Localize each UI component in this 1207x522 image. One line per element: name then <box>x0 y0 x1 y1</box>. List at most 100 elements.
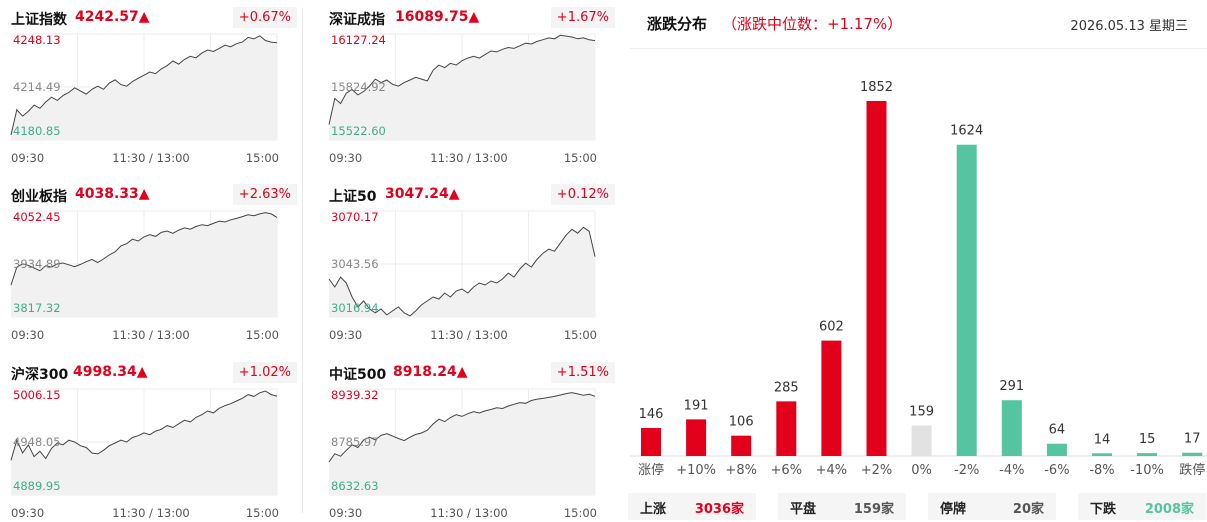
index-header: 中证500 8918.24▲ +1.51% <box>329 362 615 384</box>
bar-value-label: 291 <box>999 379 1024 394</box>
index-price: 3047.24▲ <box>385 186 460 202</box>
bar-value-label: 1852 <box>860 80 893 95</box>
index-panel-sz[interactable]: 深证成指 16089.75▲ +1.67% 16127.24 15824.92 15… <box>328 0 617 176</box>
index-header: 深证成指 16089.75▲ +1.67% <box>329 7 615 29</box>
index-line-chart: 4248.13 4214.49 4180.85 09:30 11:30 / 13:00 1… <box>10 33 279 165</box>
summary-label: 下跌 <box>1090 502 1117 517</box>
index-panel-sh[interactable]: 上证指数 4242.57▲ +0.67% 4248.13 4214.49 4180.… <box>10 0 299 176</box>
index-price: 4242.57▲ <box>75 9 150 25</box>
bar-value-label: 159 <box>909 405 934 420</box>
index-name: 深证成指 <box>329 12 385 28</box>
bar-category-label: 跌停 <box>1179 462 1205 478</box>
index-line-chart: 8939.32 8785.97 8632.63 09:30 11:30 / 13:00 1… <box>328 388 597 520</box>
summary-label: 停牌 <box>940 502 967 517</box>
index-price: 4998.34▲ <box>73 364 148 380</box>
time-label: 11:30 / 13:00 <box>430 151 507 165</box>
mid-label: 4948.05 <box>13 435 61 449</box>
up-arrow-icon: ▲ <box>456 364 468 380</box>
index-name: 中证500 <box>329 367 387 383</box>
up-arrow-icon: ▲ <box>138 186 150 202</box>
mid-label: 3043.56 <box>331 257 379 271</box>
summary-label: 平盘 <box>790 502 817 517</box>
time-label: 15:00 <box>246 328 279 342</box>
distribution-bar <box>1182 452 1203 456</box>
high-label: 3070.17 <box>331 210 379 224</box>
distribution-bar-chart: 146 涨停 191 +10% 106 +8% 285 +6% 602 +4% 1852 +2% 159… <box>630 80 1207 478</box>
price-area <box>329 227 595 317</box>
low-label: 8632.63 <box>331 479 379 493</box>
high-label: 8939.32 <box>331 388 379 402</box>
high-label: 4052.45 <box>13 210 61 224</box>
distribution-bar <box>776 401 797 456</box>
summary-down: 下跌 2008家 <box>1078 493 1206 520</box>
index-line-chart: 4052.45 3934.89 3817.32 09:30 11:30 / 13:00 1… <box>10 210 279 342</box>
index-name: 创业板指 <box>11 189 67 205</box>
time-label: 11:30 / 13:00 <box>112 506 189 520</box>
index-panel-sz50[interactable]: 上证50 3047.24▲ +0.12% 3070.17 3043.56 3016.… <box>328 177 617 353</box>
summary-up: 上涨 3036家 <box>628 493 756 520</box>
time-label: 09:30 <box>11 506 44 520</box>
bar-category-label: +10% <box>676 463 716 478</box>
distribution-bar <box>731 435 752 456</box>
change-pct-badge: +0.12% <box>550 184 615 205</box>
index-header: 沪深300 4998.34▲ +1.02% <box>11 362 297 384</box>
index-panel-hs300[interactable]: 沪深300 4998.34▲ +1.02% 5006.15 4948.05 4889… <box>10 355 299 522</box>
distribution-bar <box>1092 453 1112 456</box>
change-pct-badge: +1.67% <box>550 7 615 28</box>
change-pct-badge: +1.51% <box>550 362 615 383</box>
summary-value: 20家 <box>1012 502 1044 517</box>
index-name: 上证50 <box>329 189 377 205</box>
distribution-bar <box>686 419 707 456</box>
bar-category-label: +4% <box>816 463 848 478</box>
bar-value-label: 1624 <box>950 124 983 139</box>
up-arrow-icon: ▲ <box>448 186 460 202</box>
bar-value-label: 602 <box>819 320 844 335</box>
index-line-chart: 5006.15 4948.05 4889.95 09:30 11:30 / 13:00 1… <box>10 388 279 520</box>
up-arrow-icon: ▲ <box>138 9 150 25</box>
mid-label: 4214.49 <box>13 80 61 94</box>
bar-value-label: 146 <box>639 407 664 422</box>
distribution-bar <box>1001 400 1022 456</box>
summary-suspended: 停牌 20家 <box>928 493 1056 520</box>
bar-category-label: -2% <box>954 463 979 478</box>
index-panel-zz500[interactable]: 中证500 8918.24▲ +1.51% 8939.32 8785.97 8632… <box>328 355 617 522</box>
distribution-bar <box>821 340 842 456</box>
low-label: 4889.95 <box>13 479 61 493</box>
time-label: 11:30 / 13:00 <box>112 151 189 165</box>
distribution-bar <box>1137 453 1158 456</box>
time-label: 09:30 <box>329 328 362 342</box>
change-pct-badge: +0.67% <box>232 7 297 28</box>
index-price: 4038.33▲ <box>75 186 150 202</box>
high-label: 5006.15 <box>13 388 61 402</box>
price-line <box>10 390 278 461</box>
index-line-chart: 16127.24 15824.92 15522.60 09:30 11:30 / 13:… <box>328 33 597 165</box>
distribution-bar <box>956 144 977 456</box>
time-label: 11:30 / 13:00 <box>430 328 507 342</box>
low-label: 4180.85 <box>13 124 61 138</box>
summary-flat: 平盘 159家 <box>778 493 906 520</box>
high-label: 16127.24 <box>331 33 386 47</box>
bar-value-label: 17 <box>1184 432 1201 447</box>
column-divider <box>302 8 303 513</box>
bar-category-label: +2% <box>861 463 893 478</box>
price-area <box>11 35 277 140</box>
bar-category-label: -10% <box>1130 463 1164 478</box>
summary-value: 159家 <box>853 502 894 517</box>
bar-value-label: 14 <box>1094 432 1111 447</box>
index-header: 上证50 3047.24▲ +0.12% <box>329 184 615 206</box>
distribution-bar <box>1046 443 1067 456</box>
distribution-title: 涨跌分布 <box>647 15 708 33</box>
price-line <box>328 392 596 463</box>
change-pct-badge: +2.63% <box>232 184 297 205</box>
index-panel-cyb[interactable]: 创业板指 4038.33▲ +2.63% 4052.45 3934.89 3817.… <box>10 177 299 353</box>
summary-label: 上涨 <box>640 502 667 517</box>
price-line <box>10 212 278 286</box>
index-header: 上证指数 4242.57▲ +0.67% <box>11 7 297 29</box>
bar-value-label: 15 <box>1139 432 1156 447</box>
mid-label: 15824.92 <box>331 80 386 94</box>
index-name: 上证指数 <box>11 12 67 28</box>
bar-value-label: 191 <box>684 398 709 413</box>
price-line <box>328 34 596 125</box>
trade-date: 2026.05.13 星期三 <box>1070 19 1188 34</box>
index-line-chart: 3070.17 3043.56 3016.94 09:30 11:30 / 13:00 1… <box>328 210 597 342</box>
